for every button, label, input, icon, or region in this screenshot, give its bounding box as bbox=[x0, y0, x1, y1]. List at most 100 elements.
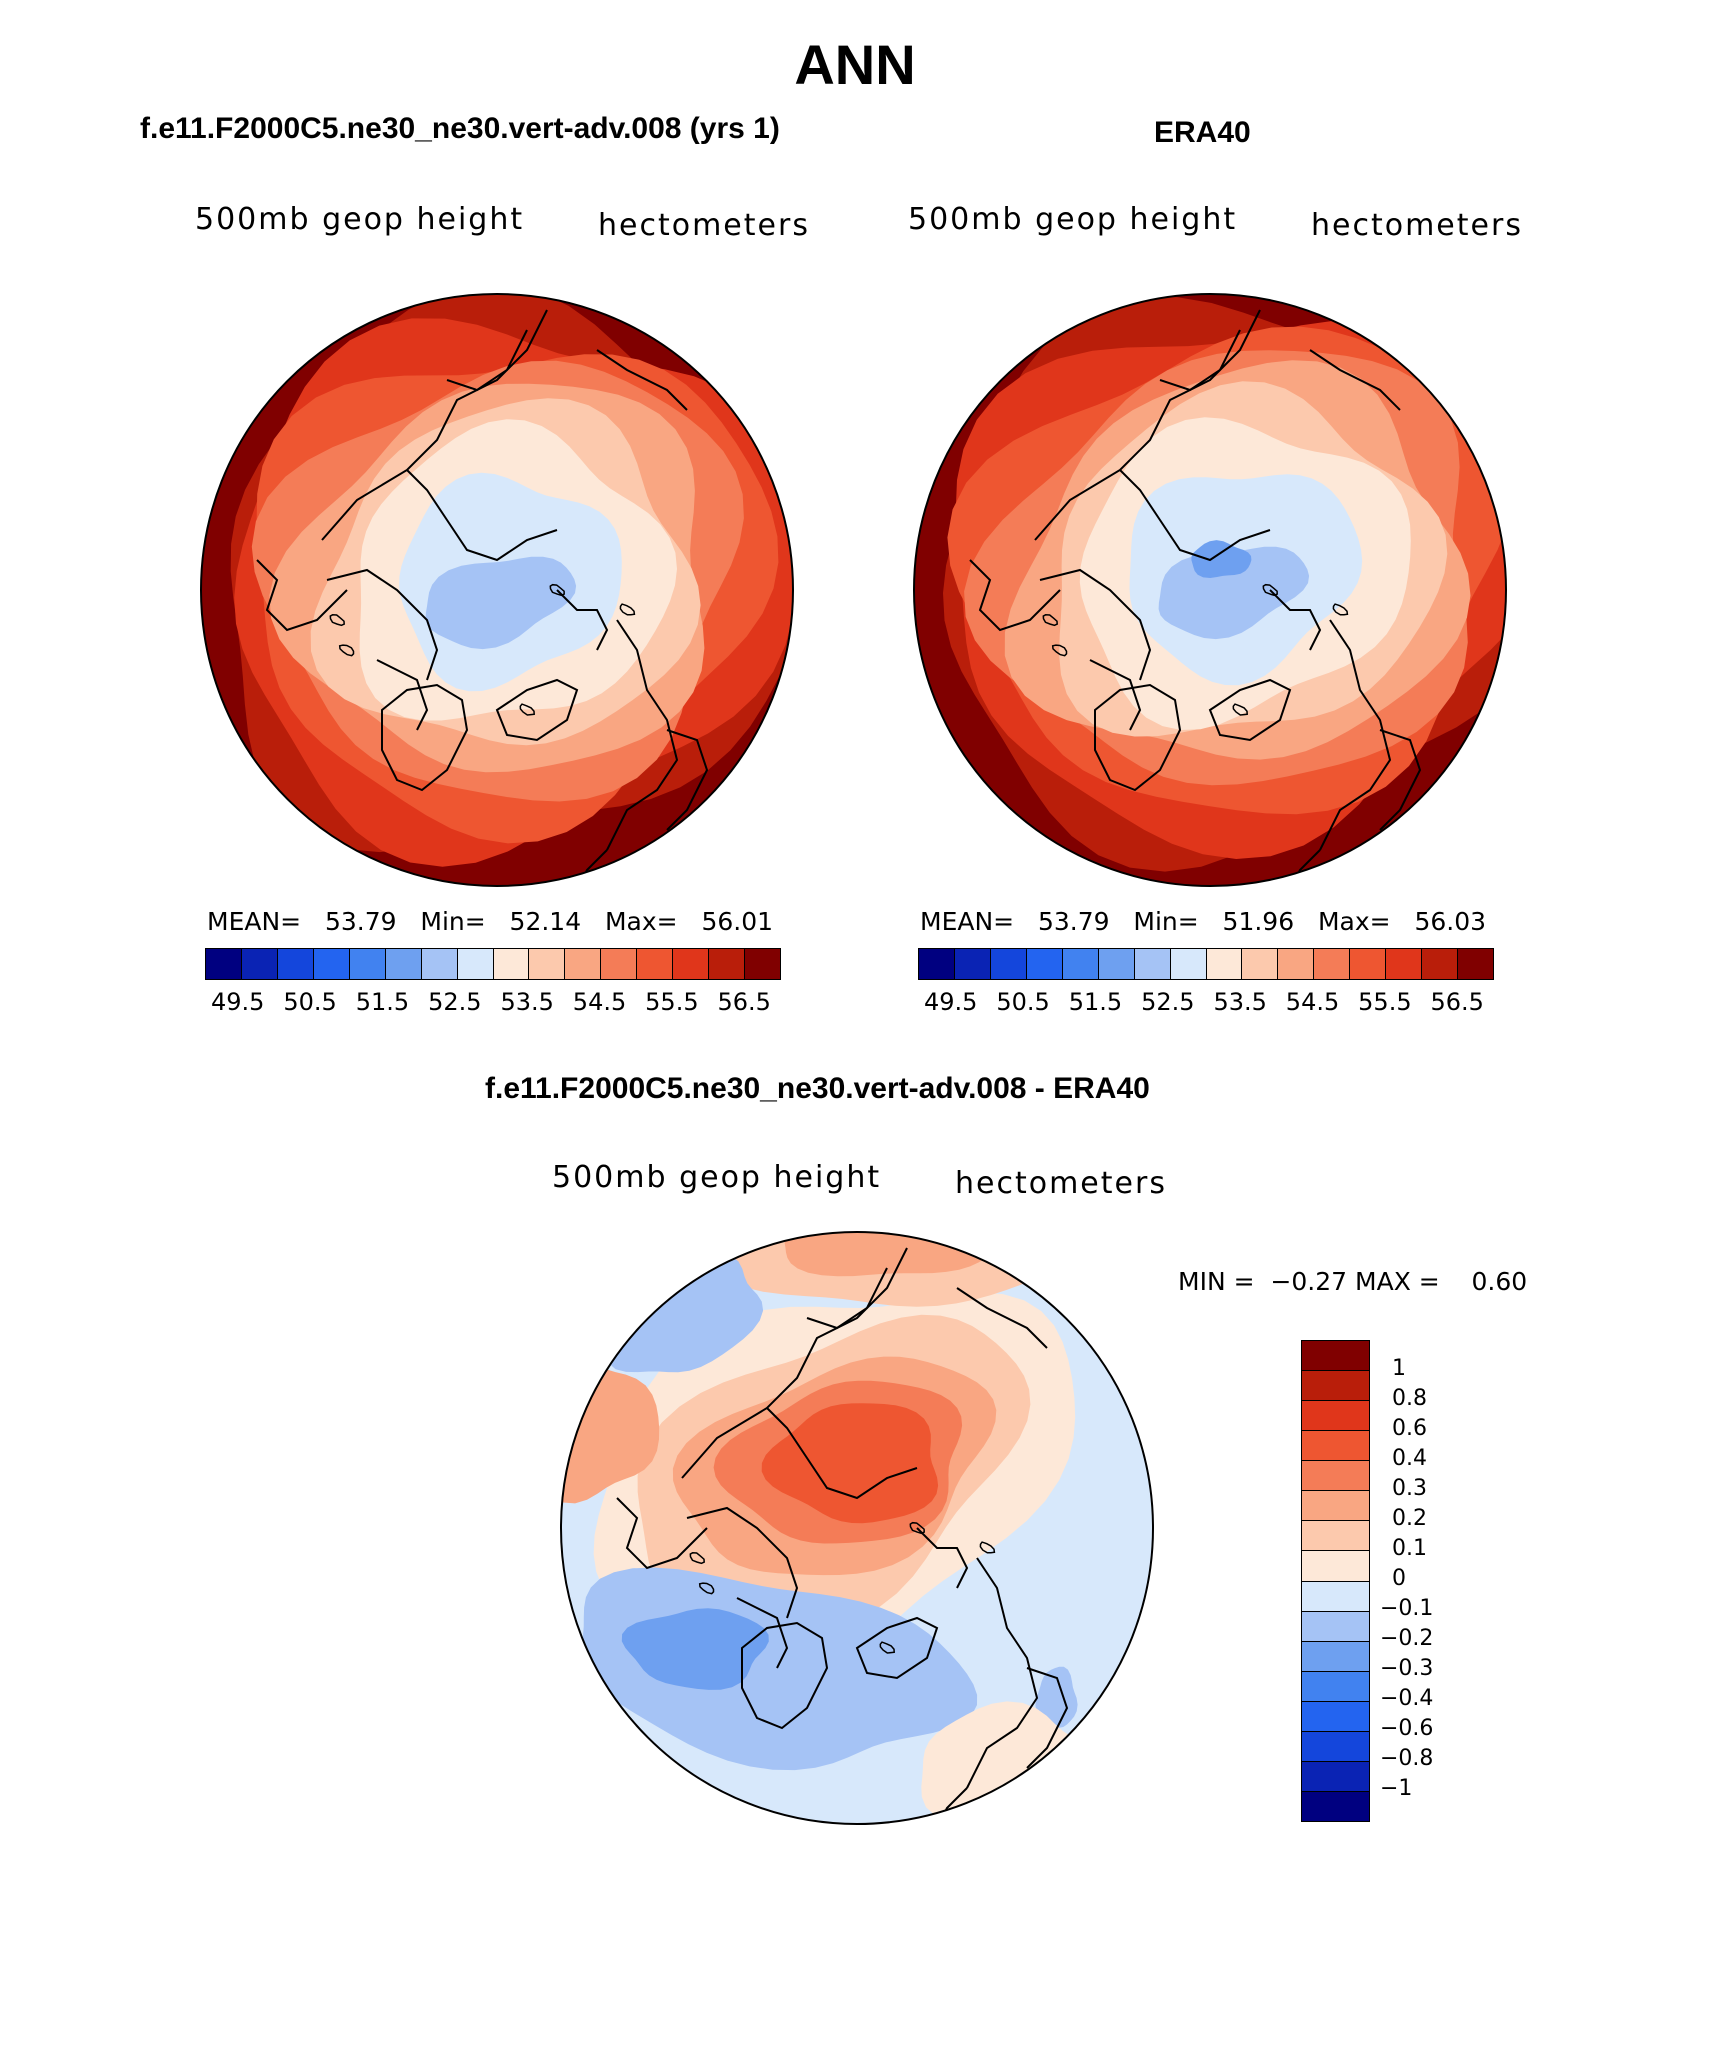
contour-band bbox=[761, 1403, 939, 1524]
coastline bbox=[855, 1616, 939, 1680]
colorbar-swatch bbox=[565, 949, 602, 979]
coastline bbox=[1208, 678, 1292, 742]
colorbar-level-label: 0 bbox=[1392, 1566, 1406, 1591]
colorbar-swatch bbox=[1302, 1491, 1369, 1522]
coastline bbox=[806, 1267, 888, 1330]
diff-panel-units: hectometers bbox=[955, 1166, 1167, 1201]
diff-colorbar-labels: 1 0.8 0.6 0.4 0.3 0.2 0.1 0 −0.1 −0.2 −0.3 −0.4 −0.6… bbox=[1380, 1340, 1500, 1820]
island-outline bbox=[1332, 603, 1349, 616]
colorbar-swatch bbox=[1026, 949, 1063, 979]
colorbar-tick-label: 50.5 bbox=[283, 988, 337, 1016]
island-outline bbox=[549, 583, 565, 597]
colorbar-level-label: −0.2 bbox=[1380, 1626, 1434, 1651]
colorbar-swatch bbox=[1302, 1761, 1369, 1792]
colorbar-swatch bbox=[1302, 1521, 1369, 1552]
panel-1-polar-map bbox=[200, 293, 794, 887]
colorbar-tick-label: 52.5 bbox=[1141, 988, 1195, 1016]
colorbar-tick-label: 53.5 bbox=[1213, 988, 1267, 1016]
coastline bbox=[616, 1497, 708, 1570]
coastline bbox=[666, 729, 709, 831]
colorbar-swatch bbox=[1278, 949, 1315, 979]
panel-1-colorbar-ticks: 49.5 50.5 51.5 52.5 53.5 54.5 55.5 56.5 bbox=[211, 988, 771, 1016]
colorbar-swatch bbox=[241, 949, 278, 979]
island-outline bbox=[1042, 614, 1058, 627]
island-outline bbox=[879, 1641, 895, 1654]
field-contours bbox=[914, 294, 1506, 886]
colorbar-swatch bbox=[1422, 949, 1459, 979]
coastline bbox=[376, 659, 429, 731]
coastline bbox=[1094, 683, 1182, 792]
island-outline bbox=[1262, 583, 1278, 597]
coastline bbox=[681, 1247, 908, 1479]
colorbar-tick-label: 55.5 bbox=[1358, 988, 1412, 1016]
panel-1-mean-label: MEAN= bbox=[207, 907, 302, 936]
colorbar-swatch bbox=[1302, 1431, 1369, 1462]
coastline bbox=[596, 349, 688, 411]
colorbar-tick-label: 54.5 bbox=[1285, 988, 1340, 1016]
island-outline bbox=[698, 1582, 715, 1595]
panel-1-stats: MEAN= 53.79 Min= 52.14 Max= 56.01 bbox=[207, 907, 773, 936]
coastline bbox=[969, 559, 1061, 632]
colorbar-swatch bbox=[1302, 1371, 1369, 1402]
coastline bbox=[1119, 469, 1271, 562]
colorbar-swatch bbox=[1170, 949, 1207, 979]
colorbar-level-label: 0.3 bbox=[1392, 1476, 1427, 1501]
coastline bbox=[406, 469, 558, 562]
colorbar-swatch bbox=[1242, 949, 1279, 979]
diff-max-label: MAX = bbox=[1355, 1267, 1440, 1296]
colorbar-swatch bbox=[1302, 1671, 1369, 1702]
coastline bbox=[1034, 309, 1261, 541]
colorbar-level-label: 0.8 bbox=[1392, 1386, 1427, 1411]
colorbar-tick-label: 51.5 bbox=[355, 988, 410, 1016]
colorbar-tick-label: 52.5 bbox=[428, 988, 482, 1016]
panel-2-colorbar-ticks: 49.5 50.5 51.5 52.5 53.5 54.5 55.5 56.5 bbox=[924, 988, 1484, 1016]
colorbar-level-label: 1 bbox=[1392, 1356, 1406, 1381]
colorbar-tick-label: 56.5 bbox=[717, 988, 771, 1016]
colorbar-tick-label: 51.5 bbox=[1068, 988, 1123, 1016]
colorbar-level-label: −0.8 bbox=[1380, 1746, 1434, 1771]
panel-1-max-label: Max= bbox=[604, 907, 678, 936]
colorbar-tick-label: 54.5 bbox=[572, 988, 627, 1016]
panel-2-units: hectometers bbox=[1311, 208, 1523, 243]
island-outline bbox=[329, 614, 345, 627]
colorbar-level-label: −0.6 bbox=[1380, 1716, 1434, 1741]
figure-title: ANN bbox=[794, 33, 916, 96]
colorbar-swatch bbox=[1062, 949, 1099, 979]
coastline bbox=[736, 1597, 789, 1669]
diff-contours bbox=[561, 1232, 1153, 1824]
colorbar-level-label: −0.3 bbox=[1380, 1656, 1434, 1681]
coastline bbox=[1269, 589, 1322, 651]
colorbar-swatch bbox=[277, 949, 314, 979]
panel-2-polar-map bbox=[913, 293, 1507, 887]
colorbar-swatch bbox=[709, 949, 746, 979]
diff-colorbar bbox=[1301, 1340, 1370, 1822]
contour-band bbox=[607, 1253, 764, 1373]
coastline bbox=[256, 559, 348, 632]
colorbar-swatch bbox=[1302, 1611, 1369, 1642]
colorbar-tick-label: 50.5 bbox=[996, 988, 1050, 1016]
coastline bbox=[321, 309, 548, 541]
colorbar-swatch bbox=[1134, 949, 1171, 979]
panel-1-units: hectometers bbox=[598, 208, 810, 243]
island-outline bbox=[519, 703, 535, 716]
panel-2-colorbar bbox=[918, 948, 1494, 980]
panel-1-title: f.e11.F2000C5.ne30_ne30.vert-adv.008 (yr… bbox=[140, 112, 780, 145]
colorbar-swatch bbox=[637, 949, 674, 979]
colorbar-swatch bbox=[990, 949, 1027, 979]
panel-2-max: 56.03 bbox=[1414, 907, 1487, 936]
panel-2-variable: 500mb geop height bbox=[908, 202, 1238, 237]
colorbar-swatch bbox=[493, 949, 530, 979]
colorbar-swatch bbox=[457, 949, 494, 979]
coastline bbox=[606, 619, 679, 851]
coastline bbox=[686, 1506, 799, 1619]
colorbar-swatch bbox=[421, 949, 458, 979]
coastline bbox=[326, 568, 439, 681]
colorbar-level-label: 0.6 bbox=[1392, 1416, 1427, 1441]
panel-2-stats: MEAN= 53.79 Min= 51.96 Max= 56.03 bbox=[920, 907, 1486, 936]
colorbar-level-label: −0.1 bbox=[1380, 1596, 1434, 1621]
colorbar-swatch bbox=[1302, 1551, 1369, 1582]
colorbar-swatch bbox=[919, 949, 955, 979]
contour-band bbox=[1191, 540, 1252, 578]
coastline bbox=[556, 589, 609, 651]
colorbar-tick-label: 49.5 bbox=[924, 988, 978, 1016]
